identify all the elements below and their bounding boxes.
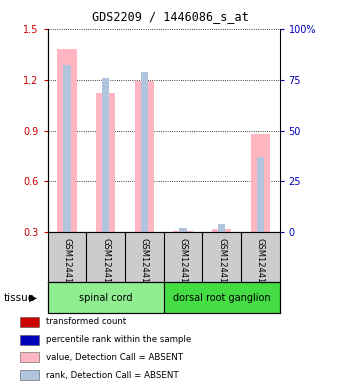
Bar [48, 282, 164, 313]
Bar [20, 353, 39, 362]
Bar [141, 71, 148, 232]
Text: spinal cord: spinal cord [79, 293, 132, 303]
Text: GSM124414: GSM124414 [178, 238, 188, 289]
Text: GSM124419: GSM124419 [140, 238, 149, 289]
Text: tissue: tissue [3, 293, 34, 303]
Text: rank, Detection Call = ABSENT: rank, Detection Call = ABSENT [46, 371, 179, 380]
Text: value, Detection Call = ABSENT: value, Detection Call = ABSENT [46, 353, 183, 362]
Text: dorsal root ganglion: dorsal root ganglion [173, 293, 270, 303]
Text: ▶: ▶ [29, 293, 37, 303]
Bar [102, 78, 109, 232]
Text: transformed count: transformed count [46, 317, 126, 326]
Text: GSM124416: GSM124416 [256, 238, 265, 289]
Bar [179, 228, 187, 232]
Text: percentile rank within the sample: percentile rank within the sample [46, 335, 191, 344]
Text: GDS2209 / 1446086_s_at: GDS2209 / 1446086_s_at [92, 10, 249, 23]
Bar [212, 229, 231, 232]
Bar [135, 81, 154, 232]
Bar [164, 282, 280, 313]
Bar [57, 49, 77, 232]
Bar [218, 224, 225, 232]
Text: GSM124418: GSM124418 [101, 238, 110, 289]
Bar [20, 317, 39, 327]
Bar [63, 65, 71, 232]
Text: GSM124415: GSM124415 [217, 238, 226, 289]
Bar [20, 334, 39, 344]
Text: GSM124417: GSM124417 [62, 238, 72, 289]
Bar [251, 134, 270, 232]
Bar [20, 370, 39, 380]
Bar [257, 157, 264, 232]
Bar [96, 93, 115, 232]
